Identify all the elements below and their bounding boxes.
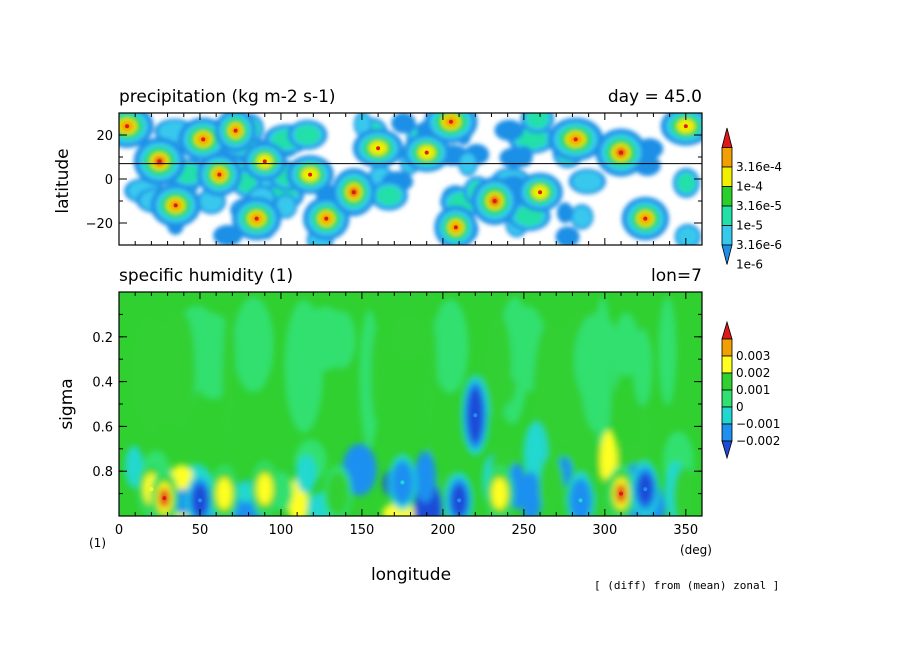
colorbar-label: 0 — [736, 400, 744, 414]
precip-ytick-label: 20 — [96, 129, 113, 144]
colorbar-segment — [721, 186, 733, 207]
humidity-xtick-label: 150 — [350, 523, 375, 538]
precip-peak — [254, 216, 259, 221]
humidity-extremum — [335, 491, 340, 496]
precip-peak — [308, 172, 313, 177]
precip-peak — [492, 199, 497, 203]
precip-peak — [619, 150, 624, 155]
colorbar-label: 3.16e-4 — [736, 160, 782, 174]
colorbar-segment — [721, 338, 733, 357]
colorbar-label: 1e-5 — [736, 219, 763, 233]
humidity-extremum — [262, 487, 267, 492]
humidity-extremum — [473, 413, 478, 418]
precip-peak — [262, 159, 267, 164]
humidity-lon-label: lon=7 — [651, 266, 702, 286]
colorbar-segment — [721, 147, 733, 168]
humidity-extremum — [197, 498, 202, 503]
colorbar-segment — [721, 225, 733, 246]
precip-peak — [217, 172, 222, 177]
humidity-extremum — [400, 480, 405, 485]
humidity-ytick-label: 0.4 — [92, 376, 113, 391]
precip-ytick-label: 0 — [105, 173, 113, 188]
y-unit-label: (1) — [89, 536, 106, 550]
colorbar-segment — [721, 406, 733, 425]
precip-peak — [376, 146, 381, 151]
precip-peak — [351, 190, 356, 195]
humidity-extremum — [578, 498, 583, 503]
colorbar-segment — [721, 423, 733, 442]
precip-peak — [201, 137, 206, 142]
humidity-xtick-label: 250 — [511, 523, 536, 538]
precip-peak — [643, 216, 648, 221]
colorbar-label: −0.001 — [736, 417, 780, 431]
humidity-xtick-label: 50 — [192, 523, 209, 538]
humidity-colorbar: 0.003 0.002 0.001 0 −0.001 −0.002 — [721, 320, 780, 460]
humidity-extremum — [162, 496, 167, 501]
colorbar-label: 1e-6 — [736, 258, 763, 272]
precip-day-label: day = 45.0 — [608, 87, 702, 107]
humidity-extremum — [619, 491, 624, 496]
humidity-extremum — [149, 487, 154, 492]
humidity-x-axis-label: longitude — [371, 565, 451, 585]
precip-peak — [173, 203, 178, 208]
humidity-xtick-label: 0 — [115, 523, 123, 538]
humidity-extremum — [457, 498, 462, 503]
precip-y-axis-label: latitude — [53, 148, 73, 213]
colorbar-segment — [721, 205, 733, 226]
precip-ytick-label: −20 — [86, 217, 113, 232]
colorbar-min-arrow — [721, 244, 733, 265]
colorbar-max-arrow — [721, 320, 733, 340]
precip-colorbar: 3.16e-4 1e-4 3.16e-5 1e-5 3.16e-6 1e-6 — [721, 127, 782, 272]
colorbar-label: 3.16e-6 — [736, 238, 782, 252]
colorbar-segment — [721, 355, 733, 374]
colorbar-min-arrow — [721, 440, 733, 460]
humidity-xtick-label: 350 — [673, 523, 698, 538]
humidity-extremum — [497, 491, 502, 496]
humidity-y-axis-label: sigma — [57, 378, 77, 429]
humidity-title: specific humidity (1) — [119, 266, 293, 286]
precip-peak — [448, 119, 453, 124]
colorbar-label: 3.16e-5 — [736, 199, 782, 213]
x-unit-label: (deg) — [680, 543, 712, 557]
footer-note: [ (diff) from (mean) zonal ] — [594, 579, 779, 592]
precip-peak — [573, 137, 578, 142]
humidity-xtick-label: 300 — [592, 523, 617, 538]
precip-peak — [157, 159, 162, 164]
colorbar-segment — [721, 389, 733, 408]
precip-peak — [324, 216, 329, 221]
precip-peak — [538, 190, 543, 195]
colorbar-label: 1e-4 — [736, 180, 763, 194]
colorbar-segment — [721, 166, 733, 187]
humidity-ytick-label: 0.2 — [92, 331, 113, 346]
colorbar-segment — [721, 372, 733, 391]
precip-peak — [683, 124, 688, 129]
humidity-xtick-label: 200 — [430, 523, 455, 538]
humidity-field — [119, 292, 702, 516]
precip-field — [119, 113, 702, 245]
humidity-extremum — [222, 491, 227, 496]
precip-title: precipitation (kg m-2 s-1) — [119, 87, 336, 107]
humidity-extremum — [643, 487, 648, 492]
precip-peak — [233, 128, 238, 133]
colorbar-label: 0.001 — [736, 383, 770, 397]
colorbar-label: 0.002 — [736, 366, 770, 380]
humidity-xtick-label: 100 — [269, 523, 294, 538]
humidity-ytick-label: 0.8 — [92, 465, 113, 480]
precip-peak — [453, 225, 458, 230]
precip-peak — [424, 150, 429, 155]
colorbar-label: −0.002 — [736, 434, 780, 448]
humidity-ytick-label: 0.6 — [92, 420, 113, 435]
precip-peak — [125, 124, 130, 129]
colorbar-max-arrow — [721, 127, 733, 148]
colorbar-label: 0.003 — [736, 349, 770, 363]
